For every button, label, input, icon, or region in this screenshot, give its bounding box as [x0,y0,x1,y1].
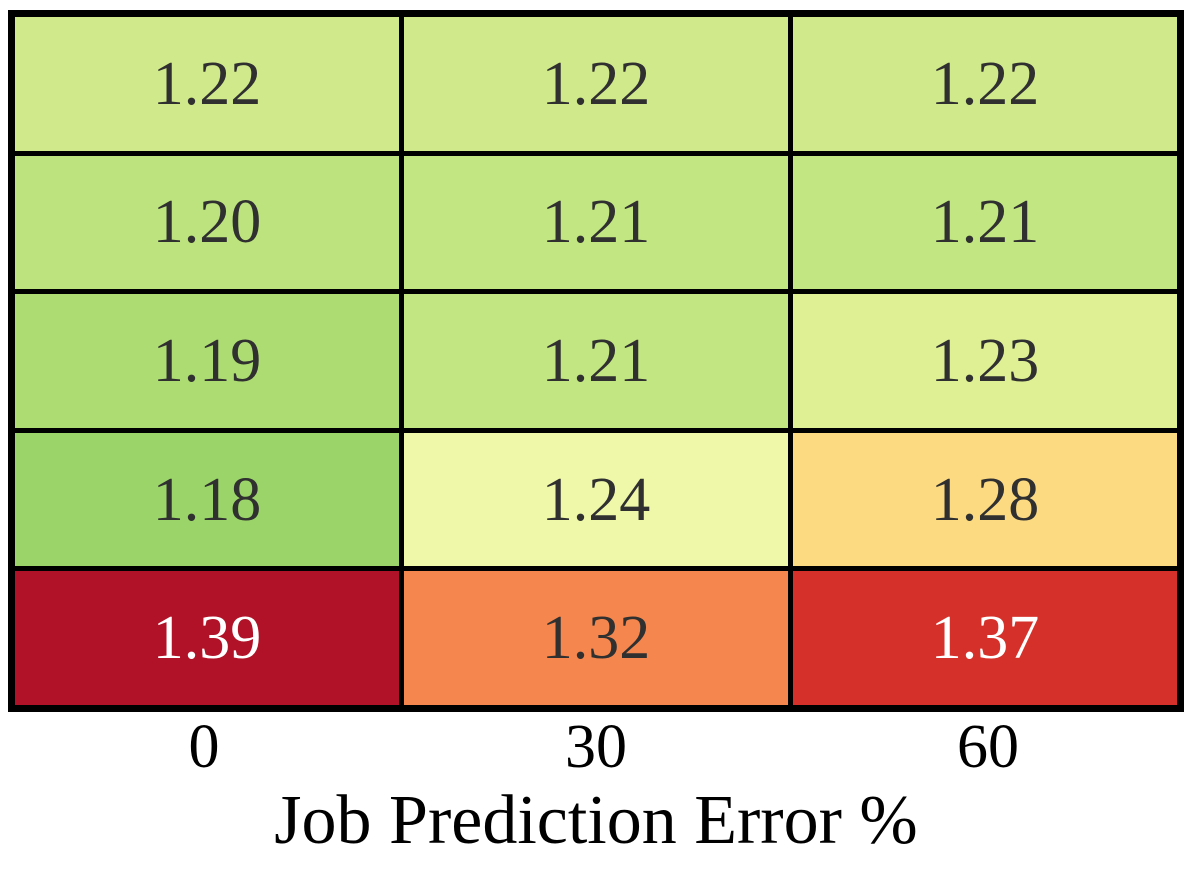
heatmap-cell: 1.22 [793,17,1177,151]
x-tick-label: 30 [565,713,627,781]
x-axis-ticks: 0 30 60 [8,716,1184,778]
x-axis-title: Job Prediction Error % [274,782,918,859]
x-tick-label: 60 [957,713,1019,781]
heatmap-cell: 1.23 [793,294,1177,428]
heatmap-cell: 1.39 [15,571,399,705]
heatmap-cell: 1.21 [793,155,1177,290]
x-tick-label: 0 [188,713,220,781]
heatmap-cell: 1.37 [793,571,1177,705]
heatmap-cell: 1.22 [15,17,399,151]
heatmap-grid: 1.22 1.22 1.22 1.20 1.21 1.21 1.19 1.21 … [8,10,1184,712]
heatmap-cell: 1.21 [404,294,788,428]
heatmap-cell: 1.19 [15,294,399,428]
heatmap-cell: 1.18 [15,432,399,567]
heatmap-cell: 1.28 [793,432,1177,567]
heatmap-cell: 1.20 [15,155,399,290]
heatmap-cell: 1.21 [404,155,788,290]
heatmap-cell: 1.32 [404,571,788,705]
heatmap-cell: 1.22 [404,17,788,151]
heatmap-cell: 1.24 [404,432,788,567]
